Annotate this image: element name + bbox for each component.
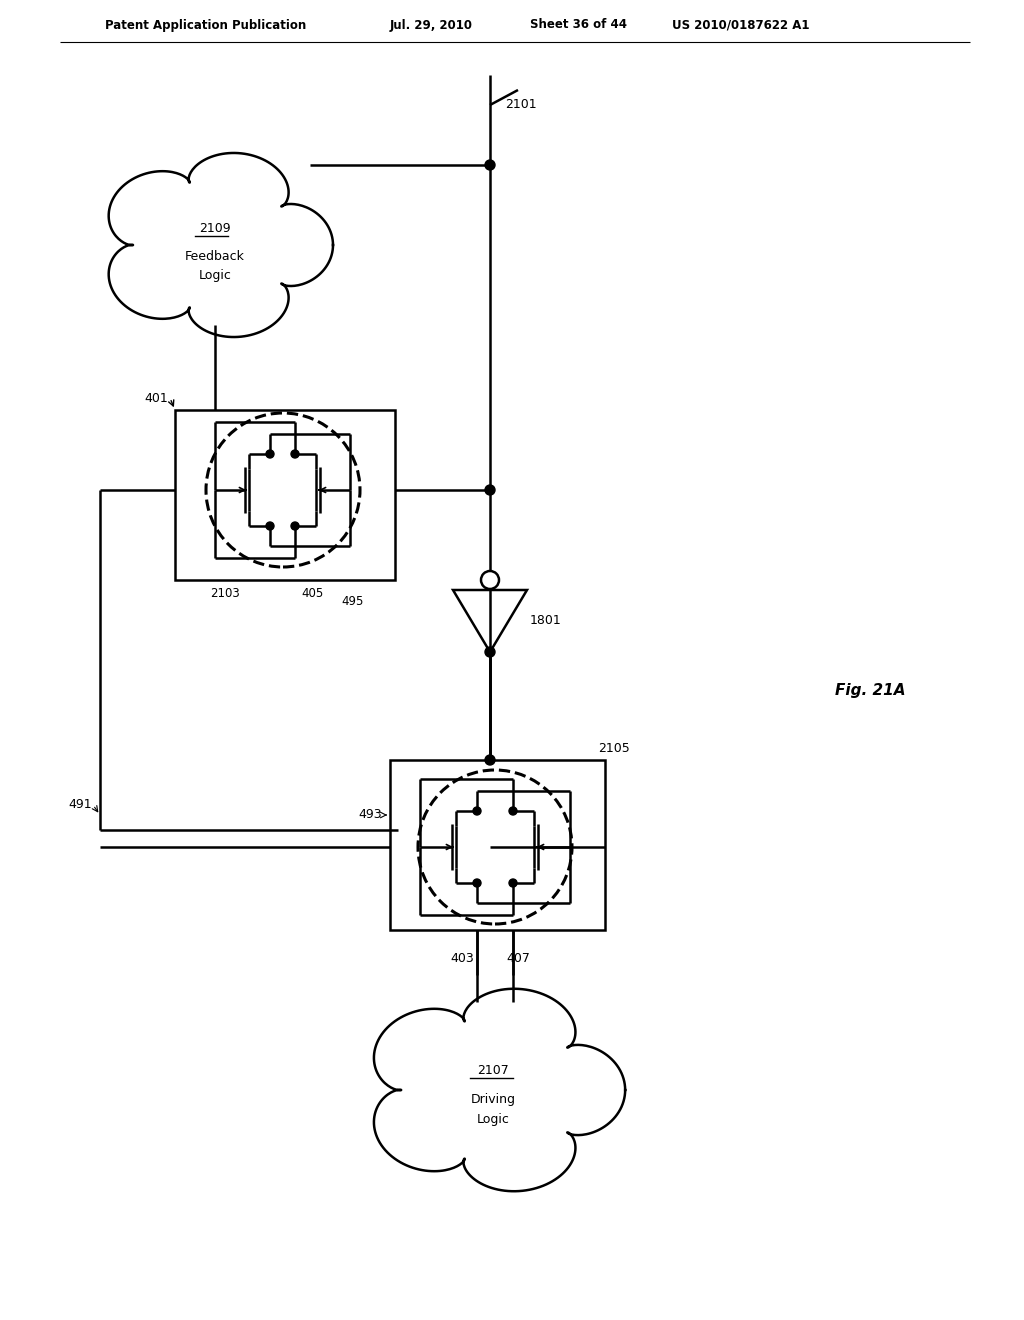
Circle shape: [485, 160, 495, 170]
Text: 407: 407: [506, 952, 530, 965]
Bar: [390, 760, 605, 931]
Text: 403: 403: [451, 952, 474, 965]
Polygon shape: [109, 153, 333, 337]
Bar: [175, 411, 395, 579]
Circle shape: [291, 450, 299, 458]
Text: 2105: 2105: [598, 742, 630, 755]
Text: Patent Application Publication: Patent Application Publication: [105, 18, 306, 32]
Text: 1801: 1801: [530, 614, 562, 627]
Text: 491: 491: [69, 799, 92, 812]
Circle shape: [509, 807, 517, 814]
Text: 405: 405: [301, 587, 324, 601]
Circle shape: [266, 521, 274, 531]
Text: Logic: Logic: [476, 1114, 509, 1126]
Text: 401: 401: [144, 392, 168, 404]
Circle shape: [485, 484, 495, 495]
Circle shape: [509, 879, 517, 887]
Text: Sheet 36 of 44: Sheet 36 of 44: [530, 18, 627, 32]
Text: Jul. 29, 2010: Jul. 29, 2010: [390, 18, 473, 32]
Text: 2101: 2101: [505, 99, 537, 111]
Text: Fig. 21A: Fig. 21A: [835, 682, 905, 697]
Circle shape: [291, 521, 299, 531]
Text: Logic: Logic: [199, 269, 231, 282]
Circle shape: [266, 450, 274, 458]
Circle shape: [473, 807, 481, 814]
Circle shape: [473, 879, 481, 887]
Text: US 2010/0187622 A1: US 2010/0187622 A1: [672, 18, 810, 32]
Polygon shape: [374, 989, 626, 1191]
Text: 2107: 2107: [477, 1064, 509, 1077]
Text: 493: 493: [358, 808, 382, 821]
Circle shape: [485, 647, 495, 657]
Text: 2103: 2103: [210, 587, 240, 601]
Circle shape: [485, 755, 495, 766]
Text: Driving: Driving: [470, 1093, 515, 1106]
Circle shape: [481, 572, 499, 589]
Text: 2109: 2109: [200, 222, 230, 235]
Text: 495: 495: [342, 595, 365, 609]
Text: Feedback: Feedback: [185, 249, 245, 263]
